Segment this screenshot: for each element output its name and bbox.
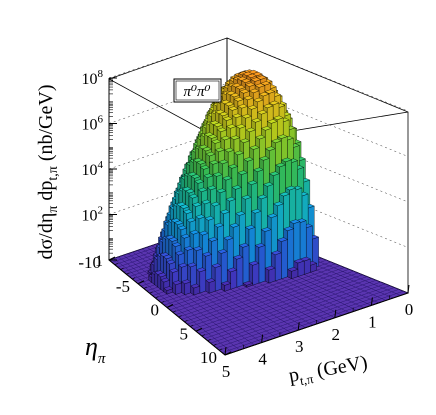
y-axis-label-sub: π — [98, 351, 106, 367]
histogram-bar — [205, 278, 216, 294]
y-minor-tick — [132, 277, 136, 280]
y-minor-tick — [155, 296, 159, 299]
wall-grid-line — [108, 37, 409, 112]
z-tick-label: 106 — [82, 114, 104, 134]
z-axis-label: dσ/dη — [35, 213, 57, 260]
y-minor-tick — [114, 262, 118, 266]
z-axis-ticks — [108, 77, 117, 261]
y-minor-tick — [126, 272, 130, 275]
floor-grid-line — [222, 290, 404, 353]
z-tick-label: 108 — [82, 68, 104, 88]
y-minor-tick — [143, 286, 147, 289]
histogram-bar — [242, 280, 254, 288]
floor-grid-line — [184, 267, 345, 322]
y-tick-label: 0 — [151, 301, 160, 320]
y-major-tick — [166, 304, 174, 308]
y-tick-label: 10 — [200, 348, 217, 367]
y-tick-label: 5 — [180, 324, 189, 343]
floor-grid-line — [207, 281, 381, 341]
x-axis-tick-labels: 0 1 2 3 4 5 — [222, 300, 414, 381]
floor-grid-line — [190, 270, 354, 327]
floor-grid-line — [216, 287, 395, 349]
floor-grid-line — [198, 276, 368, 334]
x-axis-label-unit: (GeV) — [315, 351, 369, 382]
x-tick-label: 1 — [368, 312, 377, 331]
floor-grid-line — [204, 279, 377, 339]
wall-grid-line — [108, 83, 409, 157]
y-minor-tick — [201, 334, 205, 337]
x-tick-label: 0 — [405, 300, 414, 319]
x-major-tick — [224, 346, 227, 356]
y-minor-tick — [219, 348, 223, 351]
z-tick-label: 1 — [95, 253, 103, 270]
y-axis-ticks — [108, 256, 232, 356]
x-axis-ticks — [224, 284, 410, 356]
x-tick-label: 3 — [295, 337, 304, 356]
z-axis-title: dσ/dηπ dpt,π (nb/GeV) — [35, 85, 61, 260]
y-axis-label: η — [85, 332, 98, 361]
y-major-tick — [224, 351, 232, 356]
floor-grid-line — [201, 278, 372, 337]
x-major-tick — [370, 297, 373, 306]
histogram-bar — [248, 260, 260, 286]
histogram-bars — [147, 69, 320, 296]
y-tick-label: -10 — [78, 253, 101, 272]
legend-box: π⁰π⁰ — [173, 78, 222, 103]
y-major-tick — [137, 280, 145, 285]
z-axis-label-dp: dp — [35, 181, 57, 206]
floor-grid-line — [213, 285, 390, 346]
x-major-tick — [407, 284, 410, 294]
z-axis-tick-labels: 108 106 104 102 1 — [82, 68, 104, 270]
y-axis-title: ηπ — [85, 332, 106, 367]
x-major-tick — [334, 309, 337, 318]
y-minor-tick — [178, 315, 182, 318]
histogram-bar — [181, 279, 192, 296]
svg-text:dσ/dηπ dpt,π (nb/GeV): dσ/dηπ dpt,π (nb/GeV) — [35, 85, 61, 260]
floor-grid-line — [210, 283, 386, 344]
x-tick-label: 2 — [332, 325, 341, 344]
z-axis-label-unit: (nb/GeV) — [35, 85, 57, 162]
floor-grid-line — [195, 274, 363, 332]
histogram-bar — [287, 267, 299, 279]
legend-label: π⁰π⁰ — [183, 84, 210, 100]
floor-grid-line — [219, 289, 400, 351]
y-minor-tick — [172, 310, 176, 313]
x-major-tick — [297, 322, 300, 331]
floor-grid-line — [181, 265, 341, 320]
wall-grid — [108, 37, 409, 248]
y-major-tick — [108, 256, 116, 261]
x-major-tick — [261, 334, 264, 343]
y-minor-tick — [190, 324, 194, 327]
y-major-tick — [195, 327, 203, 332]
x-axis-title: pt,π (GeV) — [287, 351, 370, 389]
histogram-bar — [163, 286, 174, 295]
histogram-bar — [172, 280, 182, 295]
x-tick-label: 5 — [222, 362, 231, 381]
wall-grid-line — [108, 128, 409, 203]
z-tick-label: 102 — [82, 205, 104, 225]
floor-grid-line — [193, 272, 359, 330]
histogram-bar — [190, 283, 201, 296]
x-tick-label: 4 — [258, 350, 267, 369]
x-axis-label: p — [287, 364, 301, 387]
x-axis-label-sub: t,π — [299, 371, 315, 388]
y-tick-label: -5 — [116, 277, 130, 296]
y-minor-tick — [207, 338, 211, 342]
z-tick-label: 104 — [82, 159, 104, 179]
y-minor-tick — [149, 291, 153, 294]
floor-grid-line — [187, 269, 350, 325]
histogram-bar — [220, 280, 232, 292]
z-axis-label-sub2: t,π — [46, 166, 61, 180]
y-minor-tick — [161, 300, 165, 304]
y-minor-tick — [213, 343, 217, 346]
y-minor-tick — [184, 319, 188, 323]
y-axis-tick-labels: -10 -5 0 5 10 — [78, 253, 217, 367]
histogram-bar — [264, 265, 276, 284]
y-minor-tick — [120, 267, 124, 270]
wall-grid-line — [108, 174, 409, 248]
z-axis-label-sub1: π — [46, 206, 61, 213]
